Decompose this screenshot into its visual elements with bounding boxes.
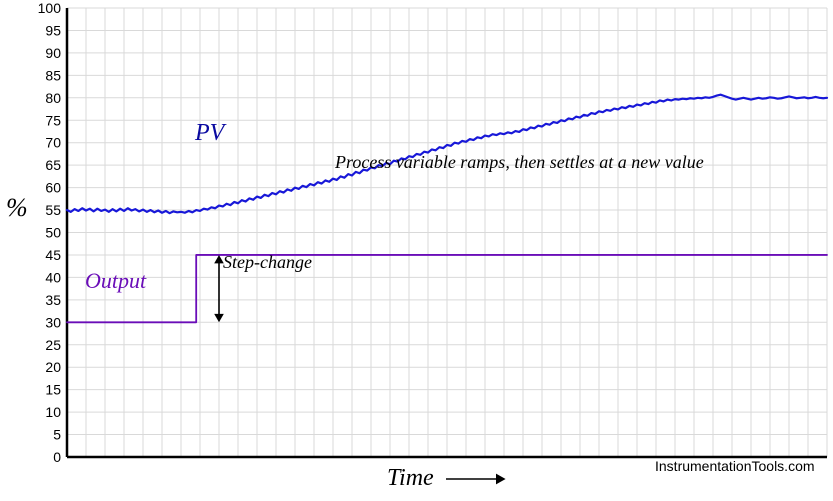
svg-text:40: 40	[45, 269, 61, 285]
y-axis-label: %	[6, 193, 28, 223]
x-axis-label-text: Time	[387, 465, 434, 491]
svg-text:25: 25	[45, 337, 61, 353]
svg-text:0: 0	[53, 449, 61, 465]
pv-description-annotation: Process variable ramps, then settles at …	[335, 152, 704, 173]
svg-text:10: 10	[45, 404, 61, 420]
step-change-annotation: Step-change	[223, 252, 312, 273]
svg-text:65: 65	[45, 157, 61, 173]
svg-text:30: 30	[45, 314, 61, 330]
watermark-text: InstrumentationTools.com	[655, 458, 815, 474]
svg-text:75: 75	[45, 112, 61, 128]
pv-series-label: PV	[195, 120, 224, 147]
svg-text:70: 70	[45, 135, 61, 151]
svg-text:85: 85	[45, 67, 61, 83]
arrow-right-icon	[446, 471, 508, 487]
svg-text:35: 35	[45, 292, 61, 308]
svg-text:50: 50	[45, 225, 61, 241]
x-axis-label: Time	[387, 465, 508, 492]
chart-svg: 0 5 10 15 20 25 30 35 40 45 50 55 60 65 70 75 80 85 90 95 10…	[0, 0, 833, 501]
svg-text:60: 60	[45, 180, 61, 196]
svg-text:80: 80	[45, 90, 61, 106]
svg-text:55: 55	[45, 202, 61, 218]
svg-text:100: 100	[38, 0, 62, 16]
output-series-label: Output	[85, 268, 146, 294]
svg-text:20: 20	[45, 359, 61, 375]
svg-text:90: 90	[45, 45, 61, 61]
svg-text:5: 5	[53, 427, 61, 443]
svg-text:15: 15	[45, 382, 61, 398]
svg-text:45: 45	[45, 247, 61, 263]
chart-container: 0 5 10 15 20 25 30 35 40 45 50 55 60 65 70 75 80 85 90 95 10…	[0, 0, 833, 501]
svg-text:95: 95	[45, 22, 61, 38]
